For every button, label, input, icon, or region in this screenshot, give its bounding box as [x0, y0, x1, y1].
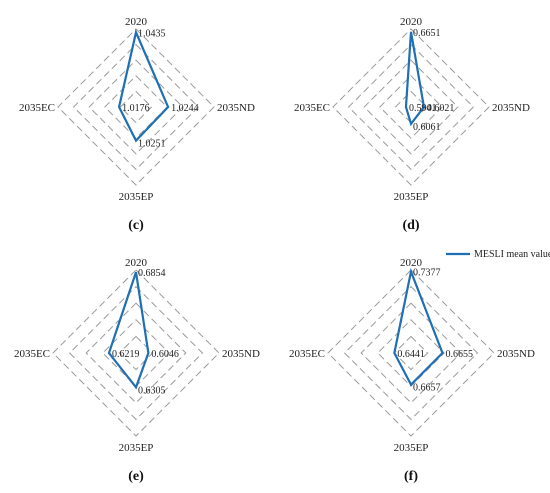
series-line — [107, 271, 150, 390]
data-label: 0.6021 — [427, 103, 455, 114]
axis-label: 2020 — [125, 257, 148, 269]
data-label: 1.0244 — [171, 103, 199, 114]
axis-label: 2035EP — [119, 191, 154, 203]
data-label: 1.0251 — [138, 139, 166, 150]
data-label: 0.6657 — [413, 383, 441, 394]
panel-label: (d) — [402, 218, 419, 233]
data-label: 0.5941 — [409, 103, 437, 114]
axis-label: 2035ND — [497, 348, 535, 360]
panel-label: (c) — [128, 218, 144, 233]
legend-label: MESLI mean value — [474, 249, 550, 260]
data-label: 0.6854 — [138, 268, 166, 279]
axis-label: 2035EC — [19, 102, 55, 114]
axis-label: 2035EC — [294, 102, 330, 114]
series-line — [404, 31, 426, 127]
axis-label: 2035ND — [217, 102, 255, 114]
legend: MESLI mean value — [446, 249, 550, 260]
grid-ring — [343, 285, 479, 421]
axis-label: 2035ND — [222, 348, 260, 360]
radar-panel: 2020 2035ND 2035EP 2035EC 0.6854 0.6046 0.6305… — [14, 257, 260, 484]
series-line — [393, 267, 444, 387]
radar-panel: 2020 2035ND 2035EP 2035EC 1.0435 1.0244 1.0251… — [19, 16, 255, 233]
grid-ring — [379, 75, 443, 139]
data-label: 1.0176 — [122, 103, 150, 114]
axis-label: 2035EP — [394, 191, 429, 203]
data-label: 0.6046 — [151, 349, 179, 360]
axis-label: 2035EP — [119, 442, 154, 454]
radar-panel: 2020 2035ND 2035EP 2035EC 0.7377 0.6655 0.6657… — [289, 257, 535, 484]
data-label: 0.6061 — [413, 122, 441, 133]
grid-ring — [360, 302, 462, 404]
grid-ring — [85, 302, 187, 404]
data-label: 0.6655 — [445, 349, 473, 360]
grid-ring — [52, 269, 220, 437]
grid-ring — [104, 75, 168, 139]
grid-ring — [377, 319, 445, 387]
data-label: 1.0435 — [138, 28, 166, 39]
grid-ring — [68, 285, 204, 421]
grid-ring — [347, 43, 475, 171]
data-label: 0.6305 — [138, 385, 166, 396]
radar-panel: 2020 2035ND 2035EP 2035EC 0.6651 0.6021 0.6061… — [294, 16, 530, 233]
data-label: 0.6219 — [112, 349, 140, 360]
grid-ring — [332, 28, 490, 186]
grid-ring — [88, 59, 184, 155]
data-label: 0.6651 — [413, 28, 441, 39]
axis-label: 2035ND — [492, 102, 530, 114]
axis-label: 2035EP — [394, 442, 429, 454]
axis-label: 2035EC — [289, 348, 325, 360]
data-label: 0.6441 — [397, 349, 425, 360]
grid-ring — [119, 90, 153, 124]
grid-ring — [72, 43, 200, 171]
series-line — [117, 28, 170, 143]
axis-label: 2020 — [400, 257, 423, 269]
panel-label: (f) — [404, 469, 418, 484]
axis-label: 2020 — [400, 16, 423, 28]
grid-ring — [327, 269, 495, 437]
data-label: 0.7377 — [413, 268, 441, 279]
grid-ring — [57, 28, 215, 186]
grid-ring — [363, 59, 459, 155]
grid-ring — [393, 335, 429, 371]
axis-label: 2035EC — [14, 348, 50, 360]
panel-label: (e) — [128, 469, 144, 484]
axis-label: 2020 — [125, 16, 148, 28]
